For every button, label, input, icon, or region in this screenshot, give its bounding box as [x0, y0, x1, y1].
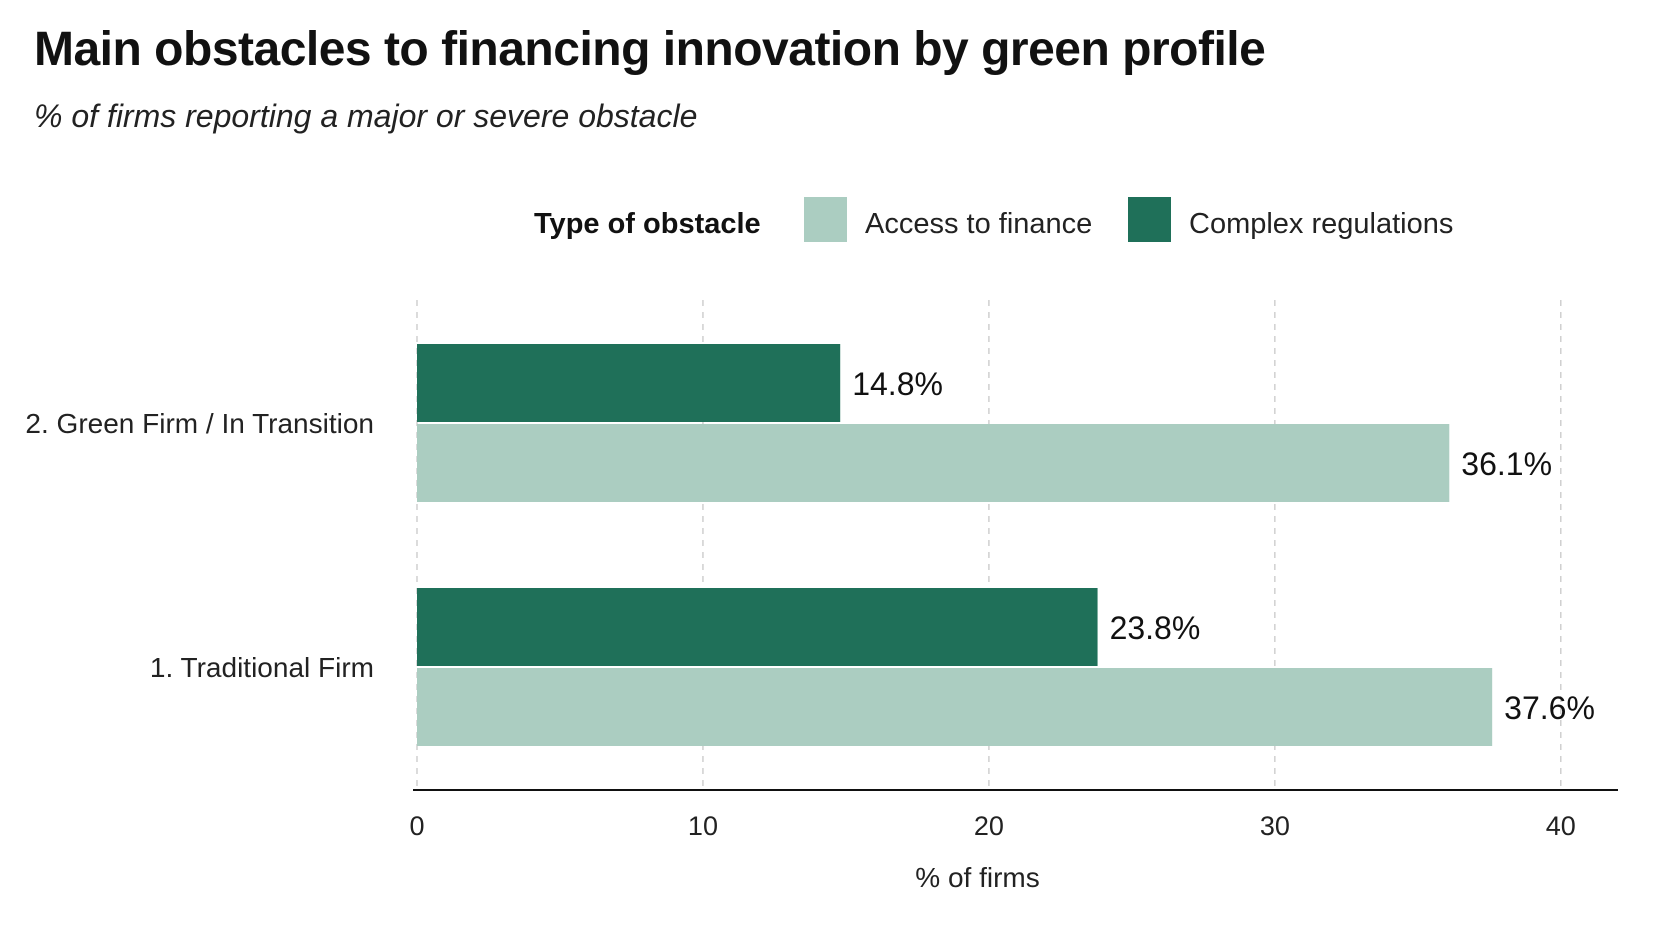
- data-label: 36.1%: [1461, 446, 1552, 482]
- data-label: 37.6%: [1504, 690, 1595, 726]
- legend-swatch: [1128, 197, 1171, 242]
- x-tick-label: 40: [1546, 811, 1576, 841]
- bar-complex-regulations: [417, 344, 841, 422]
- bar-complex-regulations: [417, 588, 1098, 666]
- category-label: 2. Green Firm / In Transition: [25, 408, 374, 439]
- bar-access-to-finance: [417, 424, 1450, 502]
- chart-subtitle: % of firms reporting a major or severe o…: [34, 98, 698, 134]
- x-tick-label: 20: [974, 811, 1004, 841]
- x-tick-label: 10: [688, 811, 718, 841]
- x-tick-label: 0: [409, 811, 424, 841]
- x-tick-label: 30: [1260, 811, 1290, 841]
- legend-title: Type of obstacle: [534, 208, 761, 240]
- data-label: 23.8%: [1110, 610, 1201, 646]
- chart-title: Main obstacles to financing innovation b…: [34, 23, 1266, 76]
- category-label: 1. Traditional Firm: [150, 652, 374, 683]
- legend-swatch: [804, 197, 847, 242]
- legend-label: Complex regulations: [1189, 208, 1453, 240]
- x-axis-title: % of firms: [915, 862, 1039, 893]
- bar-access-to-finance: [417, 668, 1493, 746]
- legend-label: Access to finance: [865, 208, 1092, 240]
- data-label: 14.8%: [852, 366, 943, 402]
